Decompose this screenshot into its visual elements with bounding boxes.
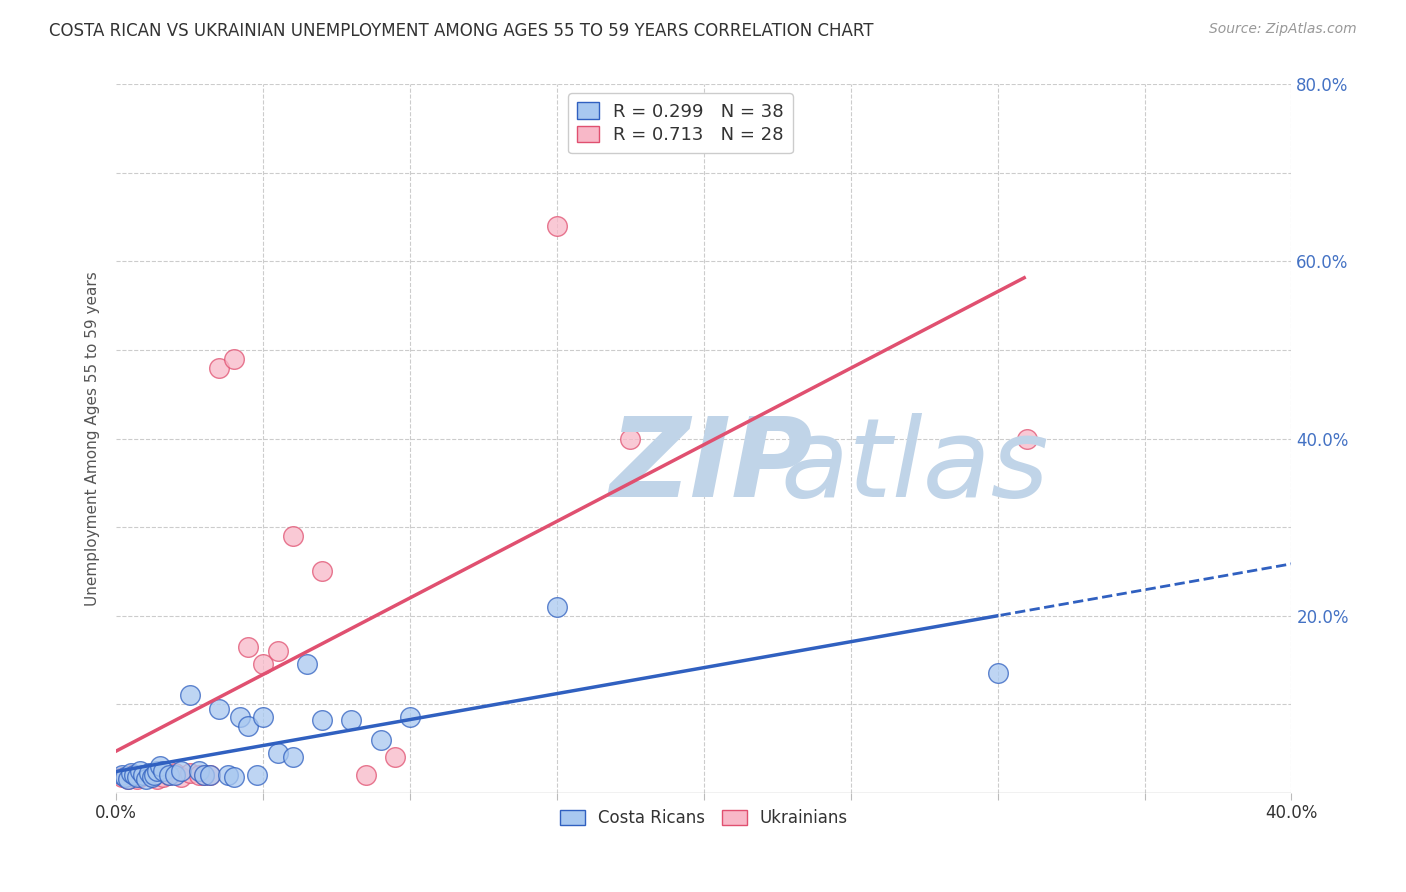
Point xyxy=(122,768,145,782)
Point xyxy=(179,688,201,702)
Point xyxy=(399,710,422,724)
Point xyxy=(281,529,304,543)
Point xyxy=(267,746,290,760)
Point xyxy=(157,768,180,782)
Point xyxy=(193,768,215,782)
Text: COSTA RICAN VS UKRAINIAN UNEMPLOYMENT AMONG AGES 55 TO 59 YEARS CORRELATION CHAR: COSTA RICAN VS UKRAINIAN UNEMPLOYMENT AM… xyxy=(49,22,873,40)
Point xyxy=(125,772,148,787)
Y-axis label: Unemployment Among Ages 55 to 59 years: Unemployment Among Ages 55 to 59 years xyxy=(86,271,100,606)
Point xyxy=(228,710,250,724)
Point xyxy=(384,750,406,764)
Point xyxy=(163,768,186,782)
Point xyxy=(149,759,172,773)
Point xyxy=(370,732,392,747)
Point xyxy=(238,640,260,654)
Point xyxy=(187,768,209,782)
Point xyxy=(146,772,169,787)
Point xyxy=(546,219,568,233)
Point xyxy=(200,768,222,782)
Point xyxy=(152,764,174,778)
Point xyxy=(252,657,274,672)
Point xyxy=(281,750,304,764)
Point xyxy=(208,360,231,375)
Text: Source: ZipAtlas.com: Source: ZipAtlas.com xyxy=(1209,22,1357,37)
Point xyxy=(200,768,222,782)
Text: ZIP: ZIP xyxy=(610,413,813,520)
Point xyxy=(340,713,363,727)
Point xyxy=(987,666,1010,681)
Point xyxy=(311,713,333,727)
Point xyxy=(135,772,157,787)
Point xyxy=(217,768,239,782)
Point xyxy=(222,770,245,784)
Point xyxy=(157,768,180,782)
Point xyxy=(128,764,150,778)
Point xyxy=(297,657,319,672)
Point xyxy=(146,764,169,778)
Text: atlas: atlas xyxy=(780,413,1049,520)
Point xyxy=(222,351,245,366)
Point xyxy=(152,770,174,784)
Point xyxy=(619,432,641,446)
Point xyxy=(117,772,139,787)
Point xyxy=(179,766,201,780)
Point xyxy=(311,565,333,579)
Point xyxy=(238,719,260,733)
Point xyxy=(128,770,150,784)
Point xyxy=(135,768,157,782)
Point xyxy=(138,766,160,780)
Point xyxy=(125,770,148,784)
Point xyxy=(143,768,166,782)
Point xyxy=(114,770,136,784)
Point xyxy=(354,768,377,782)
Point xyxy=(193,768,215,782)
Point xyxy=(246,768,269,782)
Point xyxy=(132,768,155,782)
Point xyxy=(163,766,186,780)
Point xyxy=(170,770,193,784)
Point xyxy=(141,770,163,784)
Point xyxy=(208,701,231,715)
Point xyxy=(1015,432,1038,446)
Point xyxy=(187,764,209,778)
Point xyxy=(120,768,142,782)
Point xyxy=(111,768,134,782)
Point xyxy=(252,710,274,724)
Point xyxy=(267,644,290,658)
Point xyxy=(117,772,139,787)
Point xyxy=(120,766,142,780)
Point xyxy=(170,764,193,778)
Legend: Costa Ricans, Ukrainians: Costa Ricans, Ukrainians xyxy=(553,803,855,834)
Point xyxy=(546,599,568,614)
Point xyxy=(141,770,163,784)
Point xyxy=(111,770,134,784)
